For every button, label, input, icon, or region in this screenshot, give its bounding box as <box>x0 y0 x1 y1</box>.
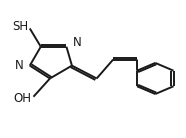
Text: N: N <box>73 36 82 49</box>
Text: N: N <box>15 59 24 72</box>
Text: OH: OH <box>13 92 31 105</box>
Text: SH: SH <box>13 20 29 33</box>
